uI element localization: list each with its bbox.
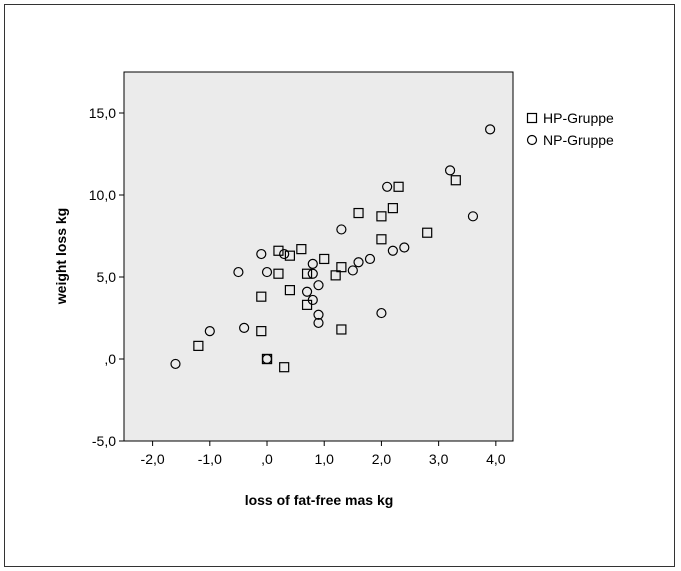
x-tick-label: 3,0 [429,451,449,467]
x-tick-label: -2,0 [141,451,165,467]
hp-gruppe-point [330,270,341,281]
x-tick-label: 4,0 [486,451,506,467]
hp-gruppe-point [284,285,295,296]
plot-area [123,71,514,442]
hp-gruppe-point [336,262,347,273]
np-gruppe-point [307,258,318,269]
hp-gruppe-point [319,253,330,265]
hp-gruppe-point [336,324,347,335]
np-gruppe-point [239,322,250,333]
hp-gruppe-point [296,244,307,255]
hp-gruppe-point [450,175,461,186]
x-axis: -2,0 -1,0 ,0 1,0 2,0 3,0 4,0 [141,441,506,467]
y-tick-label: 10,0 [89,187,116,203]
x-axis-title: loss of fat-free mas kg [245,492,394,508]
x-tick-label: ,0 [261,451,273,467]
hp-gruppe-point [387,203,398,214]
y-tick-label: 15,0 [89,105,116,121]
hp-gruppe-point [422,227,433,238]
x-tick-label: -1,0 [198,451,222,467]
y-tick-label: 5,0 [97,269,117,285]
np-gruppe-point [382,181,393,192]
y-axis: -5,0 ,0 5,0 10,0 15,0 [89,105,124,449]
hp-gruppe-point [376,234,387,245]
hp-gruppe-point [301,268,313,279]
hp-gruppe-point [193,340,204,351]
hp-gruppe-point [353,207,364,219]
legend-label: NP-Gruppe [543,132,614,148]
np-gruppe-point [444,165,456,176]
np-gruppe-point [204,326,215,337]
y-axis-title: weight loss kg [53,208,69,305]
hp-gruppe-point [284,250,295,261]
hp-gruppe-point [273,245,284,256]
y-tick-label: -5,0 [92,433,116,449]
np-gruppe-point [233,266,244,278]
hp-gruppe-point [273,268,284,279]
np-gruppe-point [336,224,347,235]
legend-label: HP-Gruppe [543,110,614,126]
np-gruppe-point [261,353,273,365]
x-tick-label: 2,0 [372,451,392,467]
data-points [170,124,496,373]
np-gruppe-point [301,286,313,297]
np-gruppe-point [467,211,479,222]
np-gruppe-point [364,253,376,265]
np-gruppe-point [387,245,398,256]
np-gruppe-point [376,307,387,319]
np-gruppe-point [313,317,324,329]
np-gruppe-point [261,266,273,278]
np-gruppe-point [170,358,181,370]
np-gruppe-point [307,294,318,306]
np-gruppe-point [256,248,267,260]
y-tick-label: ,0 [104,351,116,367]
np-gruppe-point [399,242,410,253]
hp-gruppe-point [279,362,290,373]
x-tick-label: 1,0 [314,451,334,467]
legend-square-marker [526,112,538,124]
np-gruppe-point [313,309,324,320]
np-gruppe-point [307,268,318,279]
np-gruppe-point [279,248,290,260]
hp-gruppe-point [256,326,267,337]
legend-circle-marker [526,134,538,146]
legend: HP-Gruppe NP-Gruppe [526,110,614,148]
np-gruppe-point [353,257,364,268]
hp-gruppe-point [393,181,404,192]
np-gruppe-point [313,280,324,291]
np-gruppe-point [485,124,496,135]
hp-gruppe-point [256,291,267,302]
hp-gruppe-point [376,211,387,222]
np-gruppe-point [347,265,358,276]
